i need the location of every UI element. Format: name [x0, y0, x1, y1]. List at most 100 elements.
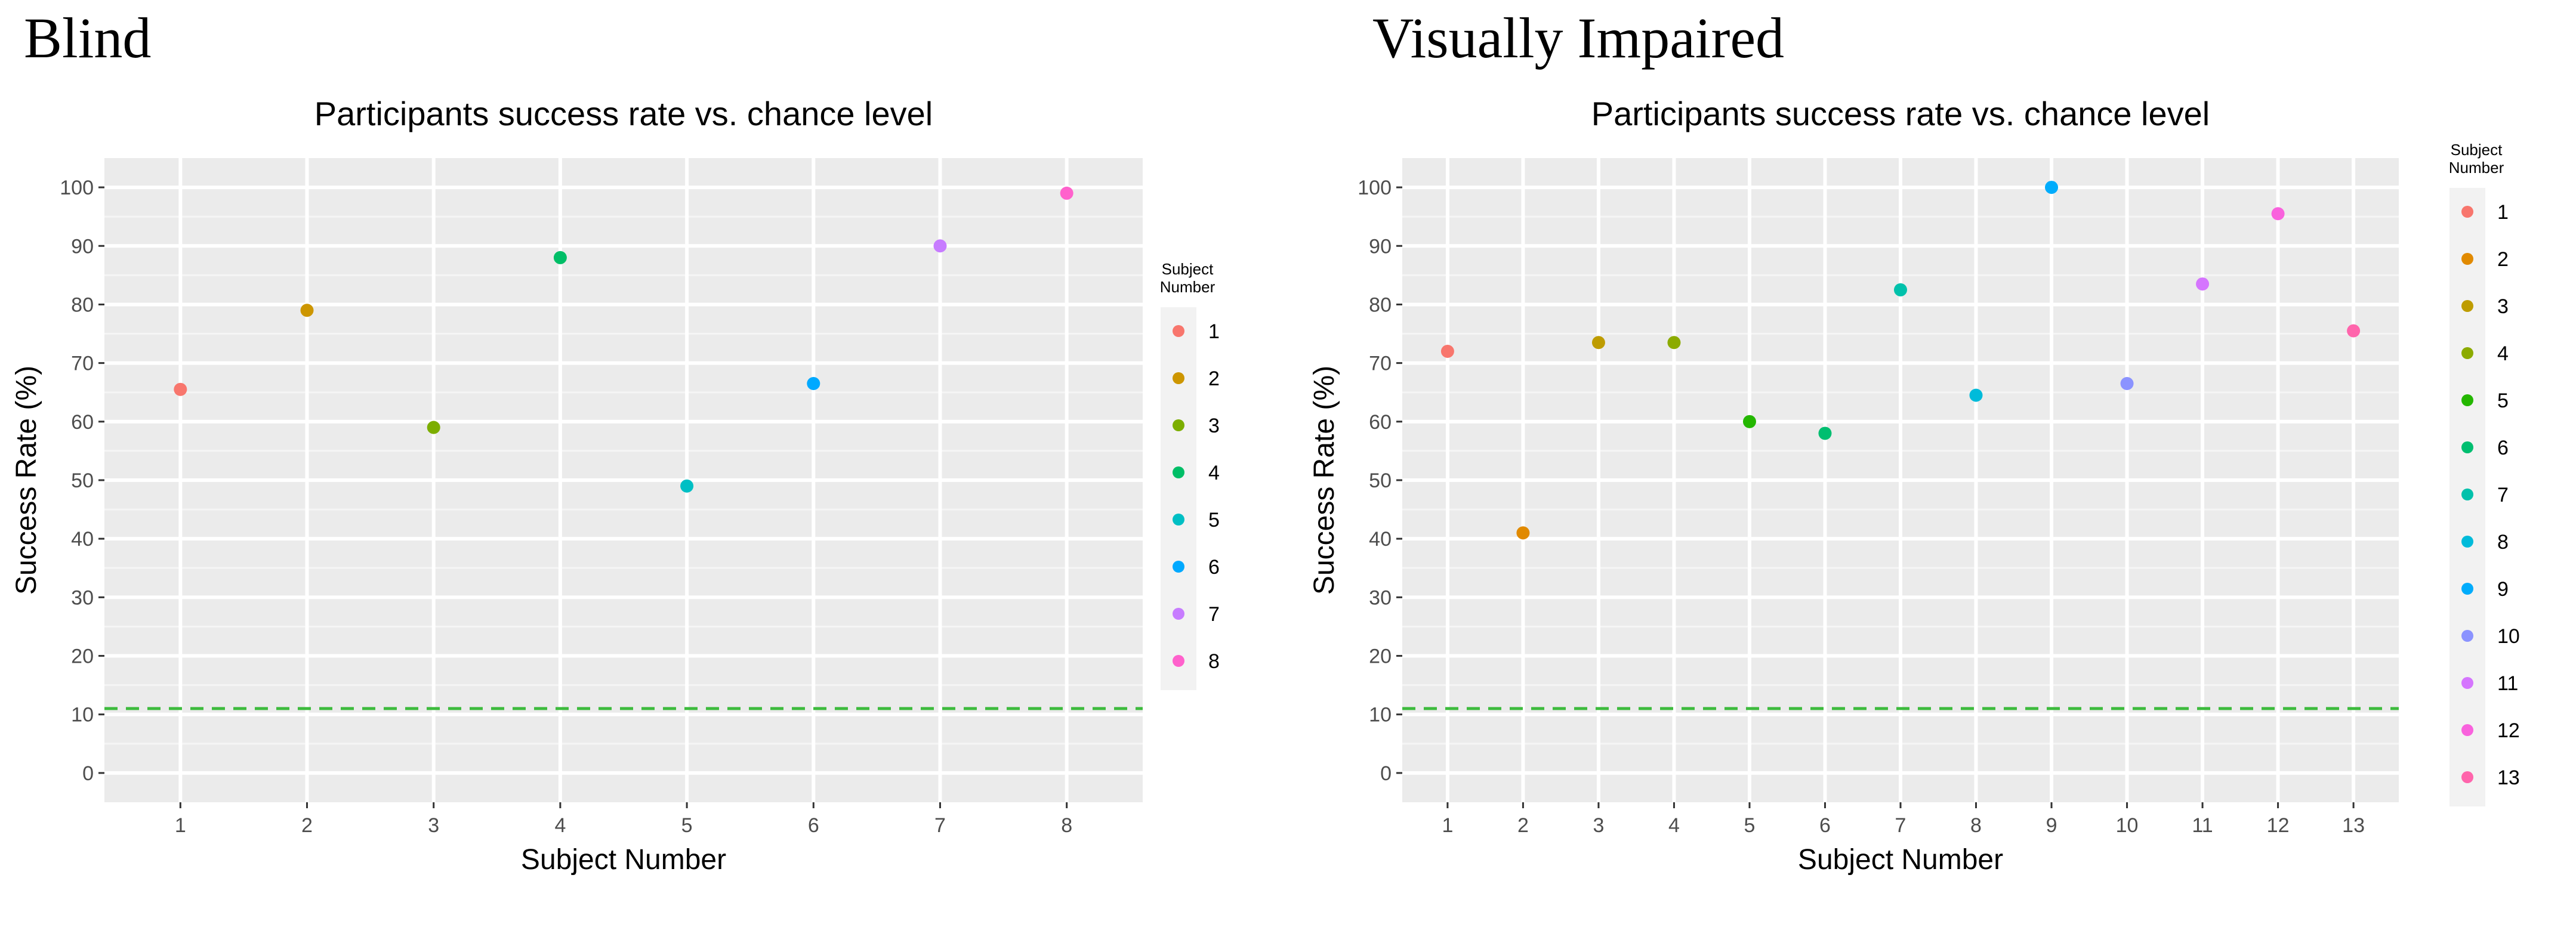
- x-tick-label: 12: [2267, 814, 2290, 837]
- x-tick-label: 7: [934, 814, 946, 837]
- data-point: [174, 382, 187, 396]
- x-tick-label: 4: [1668, 814, 1680, 837]
- data-point: [553, 251, 567, 264]
- legend-title: Subject: [2451, 141, 2503, 159]
- data-point: [1440, 345, 1454, 358]
- legend-key: [1173, 325, 1184, 337]
- legend-label: 1: [2497, 201, 2509, 224]
- y-tick-label: 70: [1369, 353, 1392, 375]
- x-tick-label: 1: [175, 814, 186, 837]
- legend-label: 6: [1208, 556, 1220, 579]
- x-tick-label: 13: [2342, 814, 2365, 837]
- legend-key: [1173, 466, 1184, 478]
- legend-label: 3: [1208, 415, 1220, 437]
- legend-label: 2: [1208, 367, 1220, 390]
- legend-label: 3: [2497, 295, 2509, 318]
- data-point: [2271, 207, 2285, 221]
- x-tick-label: 8: [1970, 814, 1982, 837]
- legend-label: 1: [1208, 320, 1220, 343]
- x-tick-label: 7: [1895, 814, 1906, 837]
- legend-label: 7: [1208, 603, 1220, 626]
- data-point: [2045, 181, 2059, 194]
- data-point: [1591, 336, 1605, 350]
- y-tick-label: 30: [71, 586, 94, 609]
- legend-key: [2461, 630, 2473, 642]
- legend-label: 4: [1208, 462, 1220, 484]
- legend-title: Number: [1160, 278, 1215, 296]
- x-tick-label: 8: [1061, 814, 1072, 837]
- legend-label: 10: [2497, 625, 2520, 648]
- legend-label: 11: [2497, 672, 2518, 695]
- x-tick-label: 5: [1744, 814, 1756, 837]
- y-tick-label: 10: [1369, 704, 1392, 727]
- legend-title: Number: [2449, 159, 2504, 177]
- data-point: [1742, 415, 1756, 428]
- y-tick-label: 40: [71, 528, 94, 551]
- chart-title: Participants success rate vs. chance lev…: [1591, 95, 2210, 132]
- legend-label: 13: [2497, 766, 2520, 789]
- y-tick-label: 80: [1369, 293, 1392, 316]
- data-point: [427, 421, 440, 434]
- legend-key: [2461, 536, 2473, 548]
- data-point: [933, 239, 947, 253]
- legend-key: [1173, 608, 1184, 620]
- chart-title: Participants success rate vs. chance lev…: [314, 95, 933, 132]
- y-tick-label: 60: [1369, 411, 1392, 434]
- y-tick-label: 50: [1369, 469, 1392, 492]
- data-point: [2196, 277, 2210, 291]
- data-point: [1969, 388, 1983, 402]
- legend-key: [1173, 372, 1184, 384]
- legend-label: 9: [2497, 578, 2509, 601]
- legend-key: [2461, 300, 2473, 312]
- legend-label: 8: [2497, 531, 2509, 554]
- x-tick-label: 6: [808, 814, 819, 837]
- legend-key: [2461, 677, 2473, 689]
- y-tick-label: 70: [71, 353, 94, 375]
- y-tick-label: 40: [1369, 528, 1392, 551]
- y-tick-label: 20: [1369, 645, 1392, 668]
- legend-key: [2461, 441, 2473, 453]
- y-tick-label: 30: [1369, 586, 1392, 609]
- legend-key: [2461, 724, 2473, 736]
- y-tick-label: 100: [1358, 177, 1392, 199]
- x-tick-label: 10: [2116, 814, 2139, 837]
- legend-label: 5: [2497, 390, 2509, 412]
- data-point: [300, 304, 314, 317]
- legend-label: 7: [2497, 484, 2509, 506]
- legend-label: 12: [2497, 719, 2520, 742]
- x-tick-label: 3: [428, 814, 439, 837]
- legend-label: 5: [1208, 509, 1220, 531]
- data-point: [1818, 426, 1832, 440]
- y-tick-label: 50: [71, 469, 94, 492]
- legend-key: [2461, 253, 2473, 265]
- y-tick-label: 0: [82, 762, 94, 785]
- legend-title: Subject: [1162, 260, 1214, 278]
- x-tick-label: 2: [301, 814, 313, 837]
- data-point: [680, 479, 694, 493]
- data-point: [1516, 526, 1530, 540]
- x-axis-label: Subject Number: [1798, 844, 2003, 876]
- legend-label: 6: [2497, 437, 2509, 459]
- data-point: [1060, 186, 1073, 200]
- y-tick-label: 0: [1380, 762, 1392, 785]
- x-tick-label: 9: [2046, 814, 2057, 837]
- x-tick-label: 2: [1517, 814, 1529, 837]
- legend-label: 8: [1208, 650, 1220, 673]
- legend-key: [2461, 489, 2473, 500]
- legend-key: [1173, 419, 1184, 431]
- legend-key: [2461, 394, 2473, 406]
- x-tick-label: 1: [1442, 814, 1453, 837]
- data-point: [2347, 324, 2361, 338]
- x-tick-label: 4: [554, 814, 566, 837]
- data-point: [807, 377, 820, 390]
- x-tick-label: 3: [1593, 814, 1604, 837]
- y-tick-label: 10: [71, 704, 94, 727]
- y-tick-label: 80: [71, 293, 94, 316]
- y-axis-label: Success Rate (%): [1309, 366, 1340, 595]
- data-point: [2120, 377, 2134, 390]
- legend-key: [2461, 347, 2473, 359]
- x-tick-label: 6: [1819, 814, 1831, 837]
- y-tick-label: 100: [60, 177, 94, 199]
- legend-key: [1173, 561, 1184, 573]
- data-point: [1667, 336, 1681, 350]
